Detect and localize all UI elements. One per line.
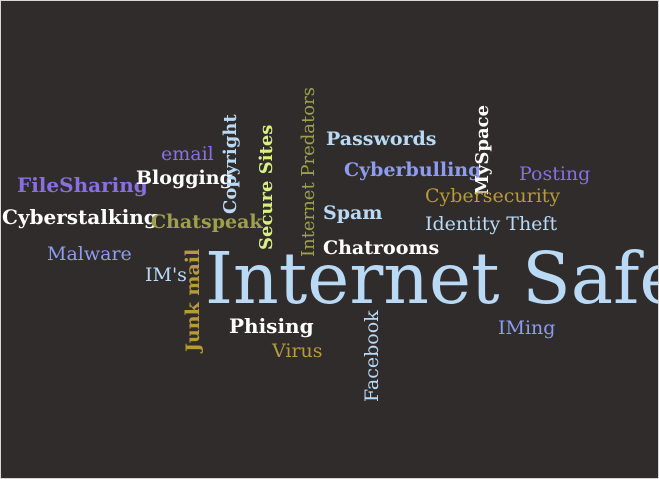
word-cyberbulling: Cyberbulling: [344, 159, 482, 181]
word-chatrooms: Chatrooms: [323, 237, 440, 259]
word-facebook: Facebook: [361, 310, 383, 402]
word-virus: Virus: [272, 340, 323, 362]
word-secure-sites: Secure Sites: [256, 124, 277, 250]
word-internet-predators: Internet Predators: [298, 87, 319, 257]
word-copyright: Copyright: [220, 114, 241, 214]
word-spam: Spam: [323, 202, 383, 224]
word-phising: Phising: [229, 314, 314, 338]
word-posting: Posting: [519, 163, 591, 185]
word-myspace: MySpace: [472, 104, 493, 195]
word-ims: IM's: [145, 264, 187, 286]
word-junk-mail: Junk mail: [182, 248, 204, 352]
word-passwords: Passwords: [326, 128, 437, 150]
word-cybersecurity: Cybersecurity: [425, 185, 561, 207]
word-internet-safety: Internet Safety: [205, 237, 658, 320]
word-cyberstalking: Cyberstalking: [2, 205, 158, 229]
word-blogging: Blogging: [136, 167, 233, 189]
word-malware: Malware: [47, 243, 132, 265]
word-chatspeak: Chatspeak: [151, 211, 263, 233]
word-identity-theft: Identity Theft: [425, 213, 558, 235]
word-filesharing: FileSharing: [17, 173, 148, 197]
word-iming: IMing: [498, 317, 556, 339]
word-email: email: [161, 143, 214, 165]
